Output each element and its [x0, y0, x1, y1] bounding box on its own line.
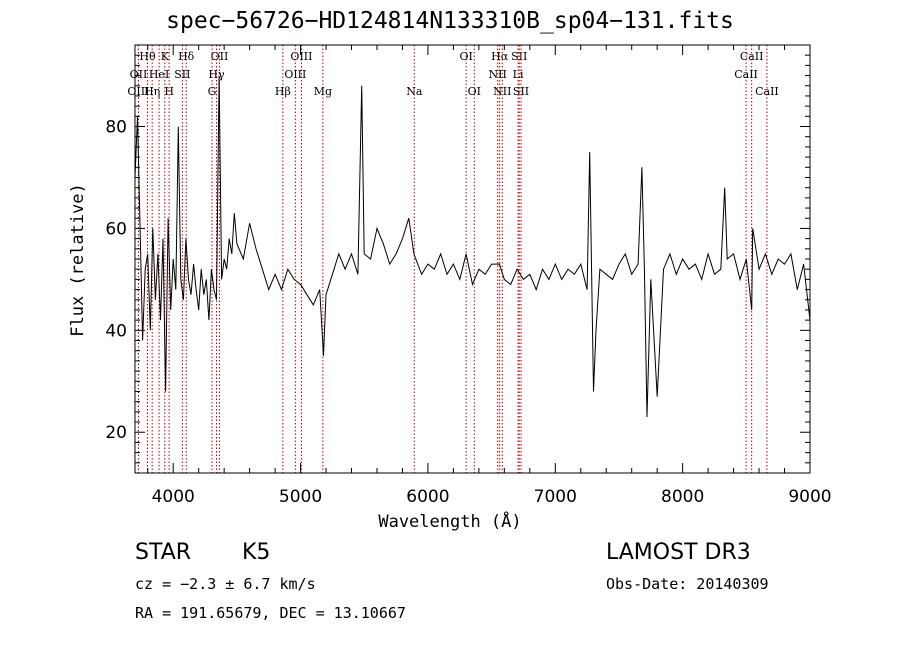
y-tick-label: 80	[105, 118, 127, 138]
line-marker-label: Hη	[144, 85, 160, 98]
line-marker-label: Hδ	[178, 50, 195, 63]
line-marker-label: NII	[493, 85, 511, 98]
y-tick-label: 60	[105, 219, 127, 239]
ra-dec: RA = 191.65679, DEC = 13.10667	[135, 604, 406, 622]
line-marker-label: SII	[174, 68, 190, 81]
line-marker-label: H	[164, 85, 174, 98]
line-marker-label: Hθ	[139, 50, 156, 63]
y-axis-label: Flux (relative)	[68, 183, 88, 337]
line-marker-label: K	[161, 50, 170, 63]
line-marker-label: Hγ	[208, 68, 225, 81]
y-tick-label: 20	[105, 423, 127, 443]
line-marker-label: Hα	[491, 50, 509, 63]
x-tick-label: 5000	[279, 487, 322, 507]
x-tick-label: 4000	[152, 487, 195, 507]
observation-date: Obs-Date: 20140309	[606, 575, 769, 593]
line-marker-label: OIII	[127, 85, 149, 98]
y-tick-label: 40	[105, 321, 127, 341]
line-marker-label: CaII	[734, 68, 758, 81]
object-class: STAR	[135, 540, 192, 565]
line-marker-label: CaII	[740, 50, 764, 63]
flux-series-line	[134, 75, 811, 418]
line-marker-label: Mg	[314, 85, 332, 98]
x-tick-label: 7000	[534, 487, 577, 507]
line-marker-label: SII	[513, 85, 529, 98]
survey-name: LAMOST DR3	[606, 540, 751, 565]
line-marker-label: HeI	[149, 68, 169, 81]
line-marker-label: Na	[406, 85, 423, 98]
line-marker-label: OIII	[284, 68, 306, 81]
line-marker-label: Hβ	[275, 85, 291, 98]
x-axis-label: Wavelength (Å)	[378, 512, 522, 532]
line-marker-label: OI	[468, 85, 481, 98]
object-subclass: K5	[242, 540, 271, 565]
x-tick-label: 9000	[788, 487, 831, 507]
line-marker-label: OII	[211, 50, 229, 63]
x-tick-label: 8000	[661, 487, 704, 507]
line-marker-label: Li	[513, 68, 524, 81]
redshift-cz: cz = −2.3 ± 6.7 km/s	[135, 575, 316, 593]
chart-title: spec−56726−HD124814N133310B_sp04−131.fit…	[166, 8, 734, 34]
line-marker-label: CaII	[755, 85, 779, 98]
line-marker-label: OI	[459, 50, 472, 63]
line-marker-label: G	[208, 85, 217, 98]
plot-frame	[134, 44, 811, 474]
line-marker-label: NII	[489, 68, 507, 81]
x-tick-label: 6000	[406, 487, 449, 507]
line-marker-label: OIII	[290, 50, 312, 63]
line-marker-label: SII	[511, 50, 527, 63]
